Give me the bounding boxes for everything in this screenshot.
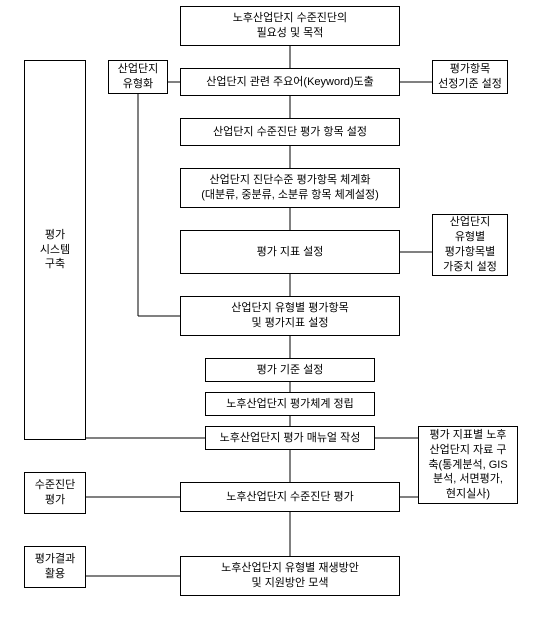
node-sD: 평가 지표별 노후 산업단지 자료 구 축(통계분석, GIS 분석, 서면평가…	[418, 426, 518, 504]
node-sC: 산업단지 유형별 평가항목별 가중치 설정	[432, 214, 508, 276]
node-n10: 노후산업단지 수준진단 평가	[180, 482, 400, 512]
node-n1: 노후산업단지 수준진단의 필요성 및 목적	[180, 6, 400, 46]
flowchart-stage: 노후산업단지 수준진단의 필요성 및 목적산업단지 관련 주요어(Keyword…	[0, 0, 540, 624]
node-n3: 산업단지 수준진단 평가 항목 설정	[180, 118, 400, 146]
node-n8: 노후산업단지 평가체계 정립	[205, 392, 375, 416]
node-n5: 평가 지표 설정	[180, 230, 400, 274]
node-n11: 노후산업단지 유형별 재생방안 및 지원방안 모색	[180, 556, 400, 596]
node-n9: 노후산업단지 평가 매뉴얼 작성	[205, 426, 375, 450]
node-L2: 수준진단 평가	[24, 472, 86, 514]
node-n7: 평가 기준 설정	[205, 358, 375, 382]
node-sA: 산업단지 유형화	[108, 60, 168, 94]
node-n4: 산업단지 진단수준 평가항목 체계화 (대분류, 중분류, 소분류 항목 체계설…	[180, 168, 400, 208]
node-sB: 평가항목 선정기준 설정	[432, 60, 508, 94]
node-n6: 산업단지 유형별 평가항목 및 평가지표 설정	[180, 296, 400, 336]
node-L1: 평가 시스템 구축	[24, 60, 86, 440]
node-L3: 평가결과 활용	[24, 546, 86, 588]
node-n2: 산업단지 관련 주요어(Keyword)도출	[180, 68, 400, 96]
